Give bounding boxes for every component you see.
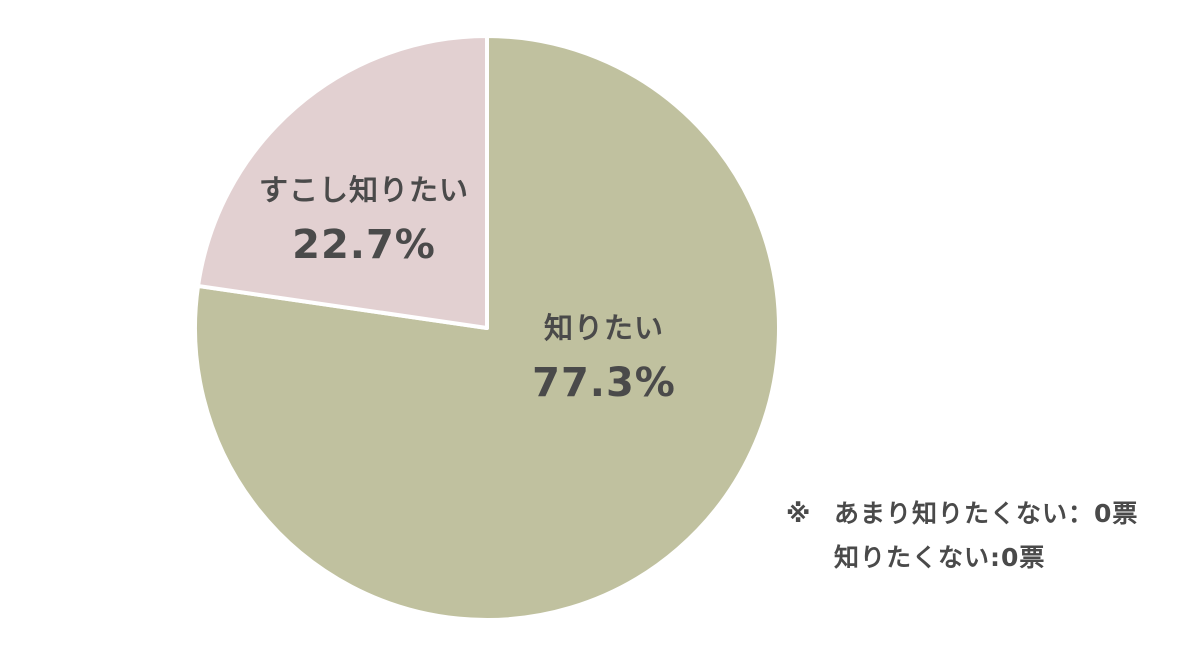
footnote-line-1: あまり知りたくない：0票 (834, 499, 1139, 528)
pie-slice-0 (193, 34, 781, 622)
slice-value-1: 22.7% (292, 222, 436, 268)
pie-labels: 知りたい 77.3% すこし知りたい 22.7% (259, 173, 676, 406)
slice-label-0: 知りたい (544, 311, 664, 345)
slice-value-0: 77.3% (532, 360, 676, 406)
slice-label-1: すこし知りたい (259, 173, 469, 207)
footnote-line-2: 知りたくない:0票 (834, 543, 1046, 572)
pie-slice-1 (196, 34, 489, 330)
footnote-mark: ※ (786, 499, 811, 528)
pie-slices (193, 34, 781, 622)
footnote: ※ あまり知りたくない：0票 知りたくない:0票 (786, 492, 1138, 580)
